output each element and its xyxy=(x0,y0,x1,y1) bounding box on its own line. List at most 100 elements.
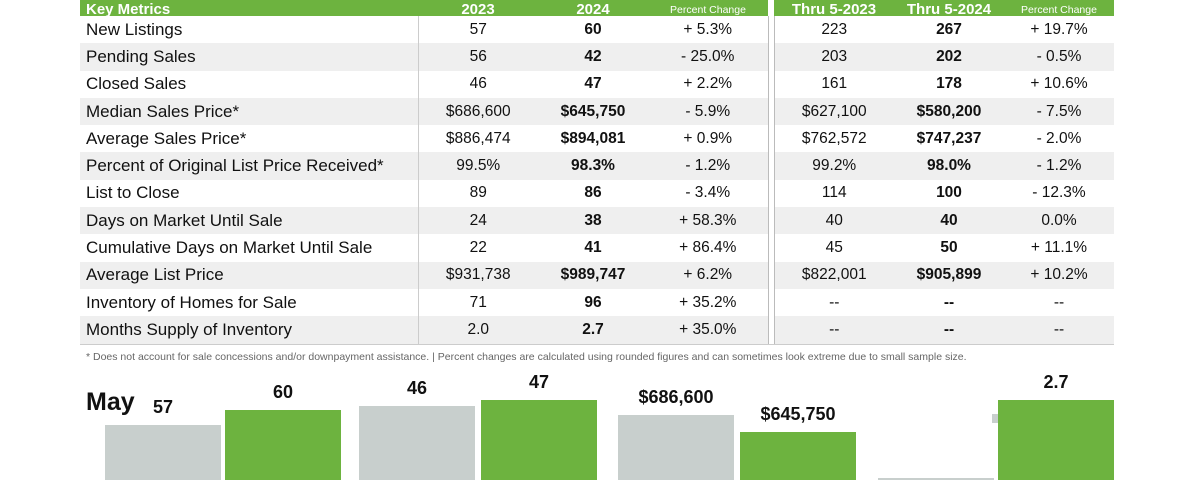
cell-ytd2024: 178 xyxy=(936,75,962,93)
header-percent-change: Percent Change xyxy=(648,0,768,16)
cell-ytd2023: 99.2% xyxy=(774,152,894,180)
row-label: Cumulative Days on Market Until Sale xyxy=(86,238,373,258)
cell-v2023: 71 xyxy=(417,288,538,317)
cell-ytdpct: + 10.6% xyxy=(1030,75,1088,93)
cell-ytd2024: -- xyxy=(943,293,955,311)
cell-v2023: 56 xyxy=(417,43,538,71)
cell-ytd2024: 40 xyxy=(894,207,1004,235)
row-label: Percent of Original List Price Received* xyxy=(80,152,418,180)
cell-pct: - 5.9% xyxy=(648,97,768,126)
cell-pct: + 0.9% xyxy=(683,129,733,147)
cell-v2024: $989,747 xyxy=(538,261,648,289)
bar-2023-2 xyxy=(359,406,475,480)
cell-v2023: 46 xyxy=(417,70,538,98)
bar-value-label: 60 xyxy=(272,382,294,402)
row-label: Months Supply of Inventory xyxy=(80,316,418,345)
table-row: Closed Sales 46 47 + 2.2% 161 178 + 10.6% xyxy=(80,70,1114,98)
cell-v2024: 47 xyxy=(584,75,602,93)
bar-2024-1 xyxy=(225,410,341,480)
cell-ytd2023: 223 xyxy=(821,20,848,38)
cell-ytd2024: $747,237 xyxy=(916,129,982,147)
cell-ytd2023: -- xyxy=(774,316,894,345)
table-row: Median Sales Price* $686,600 $645,750- 5.9… xyxy=(80,97,1114,126)
cell-v2024: 2.7 xyxy=(538,316,648,345)
bar-2023-1 xyxy=(105,424,221,480)
column-gap xyxy=(767,179,775,208)
column-gap xyxy=(767,70,775,98)
cell-v2024: 96 xyxy=(584,293,602,311)
row-label: New Listings xyxy=(86,19,183,39)
cell-ytd2023: 114 xyxy=(821,184,847,202)
column-gap xyxy=(767,43,775,71)
table-row: Cumulative Days on Market Until Sale 22 41… xyxy=(80,234,1114,262)
cell-v2023: 57 xyxy=(417,16,538,44)
cell-ytd2024: $905,899 xyxy=(894,261,1004,289)
column-gap xyxy=(767,316,775,345)
column-gap xyxy=(767,125,775,153)
cell-v2024: $645,750 xyxy=(538,97,648,126)
cell-pct: - 3.4% xyxy=(685,184,731,202)
bar-2023-4 xyxy=(878,477,994,480)
cell-ytd2024: 202 xyxy=(894,43,1004,71)
cell-ytdpct: + 19.7% xyxy=(1030,20,1088,38)
bar-value-label: 2.7 xyxy=(1043,372,1069,392)
cell-ytd2024: 50 xyxy=(940,239,958,257)
row-label: Inventory of Homes for Sale xyxy=(86,292,297,312)
cell-ytdpct: - 7.5% xyxy=(1004,97,1114,126)
table-row: Percent of Original List Price Received*… xyxy=(80,152,1114,180)
cell-pct: + 35.0% xyxy=(648,316,768,345)
cell-v2024: 98.3% xyxy=(538,152,648,180)
row-label: Pending Sales xyxy=(80,43,418,71)
cell-pct: + 6.2% xyxy=(648,261,768,289)
cell-ytdpct: - 12.3% xyxy=(1032,184,1086,202)
cell-v2023: 2.0 xyxy=(417,316,538,345)
cell-pct: - 25.0% xyxy=(648,43,768,71)
cell-ytdpct: -- xyxy=(1053,293,1065,311)
cell-ytd2023: $762,572 xyxy=(801,129,867,147)
header-ytd-percent-change: Percent Change xyxy=(1004,0,1114,16)
column-gap xyxy=(767,16,775,44)
cell-pct: - 1.2% xyxy=(648,152,768,180)
cell-v2023: 24 xyxy=(417,207,538,235)
row-label: Days on Market Until Sale xyxy=(80,207,418,235)
cell-pct: + 35.2% xyxy=(679,293,737,311)
bar-2024-2 xyxy=(481,400,597,480)
table-row: Average List Price $931,738 $989,747 + 6.2%… xyxy=(80,261,1114,289)
bar-2024-4 xyxy=(998,400,1114,480)
column-gap xyxy=(767,261,775,289)
cell-v2023: $686,600 xyxy=(417,97,538,126)
cell-ytdpct: - 1.2% xyxy=(1004,152,1114,180)
cell-v2023: 89 xyxy=(417,179,538,208)
cell-pct: + 5.3% xyxy=(683,20,733,38)
cell-v2024: 86 xyxy=(584,184,602,202)
column-gap xyxy=(767,234,775,262)
row-label: Average List Price xyxy=(80,261,418,289)
cell-ytd2023: -- xyxy=(829,293,840,311)
cell-v2024: 42 xyxy=(538,43,648,71)
cell-ytd2023: $822,001 xyxy=(774,261,894,289)
cell-ytd2024: -- xyxy=(894,316,1004,345)
column-gap xyxy=(767,288,775,317)
cell-ytd2023: 45 xyxy=(825,239,843,257)
header-key-metrics: Key Metrics xyxy=(80,0,418,16)
column-gap xyxy=(767,152,775,180)
cell-pct: + 2.2% xyxy=(683,75,733,93)
row-label: Average Sales Price* xyxy=(86,128,247,148)
cell-ytd2024: $580,200 xyxy=(894,97,1004,126)
key-metrics-table: Key Metrics 2023 2024 Percent Change Thr… xyxy=(80,0,1114,345)
cell-v2023: $886,474 xyxy=(417,125,538,153)
cell-ytd2024: 100 xyxy=(936,184,962,202)
table-row: List to Close 89 86 - 3.4% 114 100 - 12.3% xyxy=(80,179,1114,208)
section-title: May xyxy=(86,388,135,416)
table-row: New Listings 57 60 + 5.3% 223 267 + 19.7% xyxy=(80,16,1114,44)
cell-ytd2024: 267 xyxy=(936,20,962,38)
cell-pct: + 58.3% xyxy=(648,207,768,235)
row-label: List to Close xyxy=(86,183,180,203)
bar-2024-3 xyxy=(740,431,856,480)
header-gap xyxy=(768,0,774,16)
cell-ytd2023: 203 xyxy=(774,43,894,71)
cell-ytd2023: 161 xyxy=(821,75,848,93)
table-row: Days on Market Until Sale 24 38 + 58.3% 40 40… xyxy=(80,207,1114,235)
cell-v2024: 41 xyxy=(584,239,602,257)
